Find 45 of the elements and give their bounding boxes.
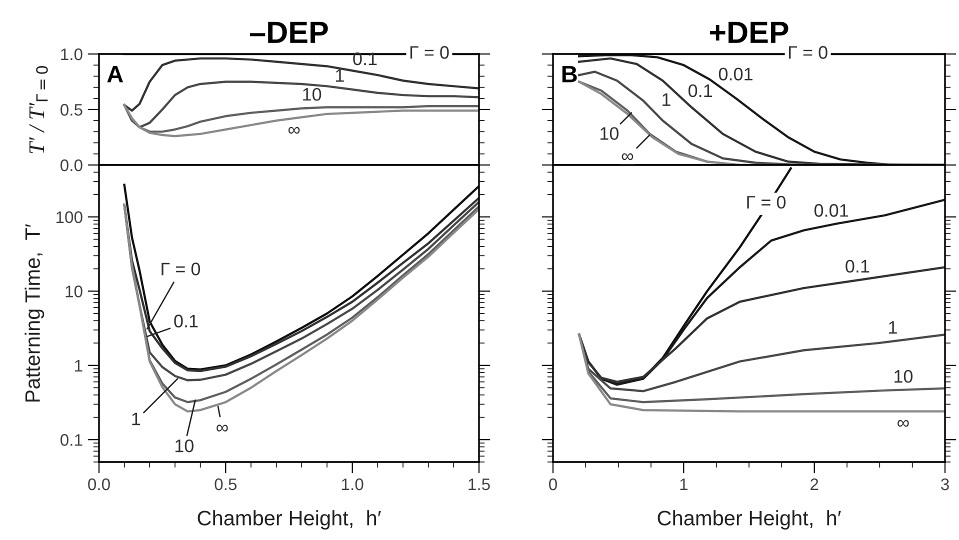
annotation: 10 [175,439,194,452]
x-tick-label: 0.0 [88,478,110,490]
y-axis-title: Patterning Time, T′ [24,224,44,402]
y-tick-label: 1.0 [61,48,82,60]
y-tick-label: 10 [66,286,82,298]
annotation: Γ = 0 [410,46,449,59]
annotation: 0.1 [353,52,377,66]
annotation: 0.1 [688,84,712,98]
x-axis-title: Chamber Height, h′ [198,510,381,530]
y-tick-label: 0.1 [60,434,82,446]
annotation: 0.01 [718,68,752,80]
y-tick-label: 100 [56,211,82,224]
annotation: 1 [889,321,897,334]
annotation: ∞ [216,424,228,432]
y-tick-label: 1 [75,360,82,372]
annotation: 1 [132,412,140,426]
chart-title: +DEP [710,22,788,43]
annotation: 10 [600,127,619,140]
x-tick-label: 2 [810,478,818,490]
annotation: 0.01 [814,204,848,217]
annotation: 0.1 [846,260,870,273]
annotation: A [107,66,124,82]
annotation: ∞ [622,153,634,160]
annotation: 1 [336,69,344,82]
y-axis-title: T′ / T′$_{Γ=0}$ [29,66,48,154]
x-tick-label: 3 [941,478,949,490]
x-tick-label: 0 [549,478,557,490]
y-tick-label: 0.5 [60,104,82,116]
annotation: Γ = 0 [747,196,786,209]
x-tick-label: 1.5 [468,478,490,490]
annotation: 1 [662,93,670,106]
annotation: ∞ [898,420,909,427]
annotation: ∞ [288,126,300,134]
annotation: Γ = 0 [162,262,200,276]
x-tick-label: 1 [680,478,688,490]
x-tick-label: 1.0 [342,478,364,490]
annotation: 10 [894,370,913,383]
annotation: 0.1 [174,314,198,328]
annotation: B [562,66,577,82]
x-tick-label: 0.5 [214,478,237,490]
annotation: Γ = 0 [789,46,828,59]
y-tick-label: 0.0 [60,159,82,172]
x-axis-title: Chamber Height, h′ [658,510,841,530]
chart-title: –DEP [250,22,328,43]
annotation: 10 [303,88,322,101]
